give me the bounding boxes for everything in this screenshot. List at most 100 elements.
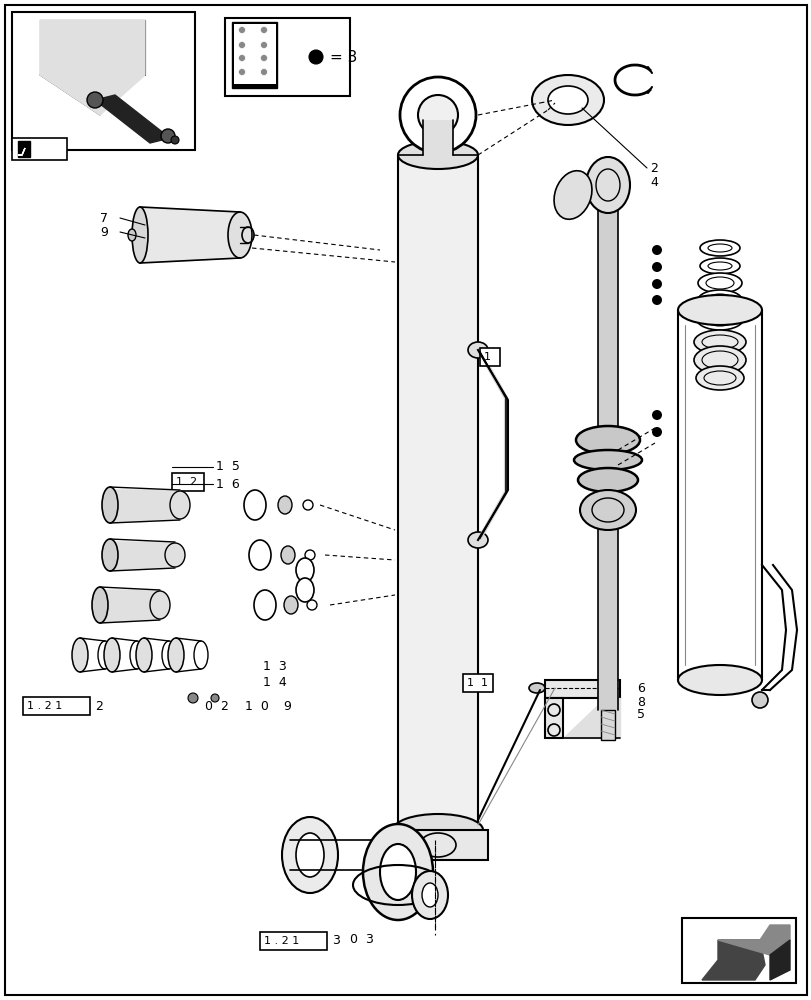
Ellipse shape	[254, 590, 276, 620]
Ellipse shape	[243, 490, 266, 520]
Text: 1  6: 1 6	[216, 478, 239, 490]
Ellipse shape	[577, 468, 637, 492]
Circle shape	[651, 279, 661, 289]
Ellipse shape	[281, 546, 294, 564]
Circle shape	[305, 550, 315, 560]
Ellipse shape	[400, 77, 475, 153]
Bar	[260, 932, 327, 950]
Polygon shape	[769, 940, 789, 980]
Polygon shape	[109, 490, 180, 523]
Circle shape	[171, 136, 178, 144]
Ellipse shape	[697, 273, 741, 293]
Ellipse shape	[72, 638, 88, 672]
Ellipse shape	[418, 95, 457, 135]
Ellipse shape	[168, 638, 184, 672]
Circle shape	[751, 692, 767, 708]
Text: 1 . 2 1: 1 . 2 1	[27, 701, 62, 711]
Ellipse shape	[528, 683, 544, 693]
Polygon shape	[697, 925, 787, 983]
Bar	[597, 200, 617, 710]
Ellipse shape	[573, 450, 642, 470]
Ellipse shape	[553, 171, 591, 219]
Ellipse shape	[393, 814, 483, 846]
Circle shape	[211, 694, 219, 702]
Polygon shape	[40, 20, 145, 115]
Polygon shape	[95, 95, 169, 143]
Polygon shape	[18, 141, 30, 157]
Ellipse shape	[579, 490, 635, 530]
Ellipse shape	[531, 75, 603, 125]
Ellipse shape	[677, 295, 761, 325]
Text: 0  3: 0 3	[350, 933, 373, 946]
Bar	[12, 138, 67, 160]
Circle shape	[238, 42, 245, 49]
Text: 1  4: 1 4	[263, 676, 286, 688]
Text: 1  1: 1 1	[466, 678, 487, 688]
Text: KIT: KIT	[251, 75, 269, 85]
Bar	[479, 348, 500, 366]
Ellipse shape	[132, 207, 148, 263]
Ellipse shape	[92, 587, 108, 623]
Ellipse shape	[150, 591, 169, 619]
Circle shape	[260, 55, 267, 62]
Text: 3: 3	[332, 934, 340, 947]
Text: 4: 4	[649, 176, 657, 189]
Bar	[23, 697, 90, 715]
Text: 1  3: 1 3	[263, 660, 286, 674]
Polygon shape	[139, 207, 240, 263]
Ellipse shape	[695, 366, 743, 390]
Ellipse shape	[281, 817, 337, 893]
Bar	[172, 473, 204, 491]
Ellipse shape	[699, 240, 739, 256]
Ellipse shape	[135, 638, 152, 672]
Text: 1  5: 1 5	[216, 460, 239, 474]
Ellipse shape	[249, 540, 271, 570]
Polygon shape	[717, 925, 789, 955]
Circle shape	[309, 50, 323, 64]
Text: 1: 1	[483, 352, 491, 362]
Ellipse shape	[296, 833, 324, 877]
Polygon shape	[562, 698, 620, 738]
Polygon shape	[397, 155, 478, 830]
Bar	[681, 918, 795, 983]
Bar	[462, 674, 492, 692]
Polygon shape	[232, 22, 277, 88]
Text: 5: 5	[636, 708, 644, 721]
Text: 1  0: 1 0	[245, 700, 268, 713]
Circle shape	[651, 410, 661, 420]
Text: 1 . 2 1: 1 . 2 1	[264, 936, 299, 946]
Bar	[225, 18, 350, 96]
Circle shape	[651, 295, 661, 305]
Circle shape	[651, 262, 661, 272]
Bar	[544, 698, 562, 738]
Ellipse shape	[695, 306, 743, 330]
Text: 9: 9	[283, 700, 290, 713]
Bar	[12, 12, 195, 150]
Text: = 3: = 3	[329, 50, 357, 65]
Circle shape	[651, 245, 661, 255]
Ellipse shape	[693, 330, 745, 354]
Text: KIT: KIT	[237, 75, 255, 85]
Circle shape	[651, 427, 661, 437]
Ellipse shape	[104, 638, 120, 672]
Ellipse shape	[411, 871, 448, 919]
Bar	[544, 680, 620, 698]
Circle shape	[307, 600, 316, 610]
Ellipse shape	[422, 883, 437, 907]
Circle shape	[238, 69, 245, 76]
Text: 1  2: 1 2	[176, 477, 197, 487]
Circle shape	[238, 55, 245, 62]
Circle shape	[303, 500, 312, 510]
Ellipse shape	[277, 496, 292, 514]
Text: 9: 9	[100, 226, 108, 239]
Circle shape	[260, 27, 267, 34]
Text: 2: 2	[649, 162, 657, 175]
Polygon shape	[18, 148, 25, 155]
Ellipse shape	[128, 229, 135, 241]
Bar	[600, 710, 614, 740]
Bar	[423, 120, 453, 155]
Ellipse shape	[284, 596, 298, 614]
Circle shape	[238, 27, 245, 34]
Ellipse shape	[296, 558, 314, 582]
Ellipse shape	[380, 844, 415, 900]
